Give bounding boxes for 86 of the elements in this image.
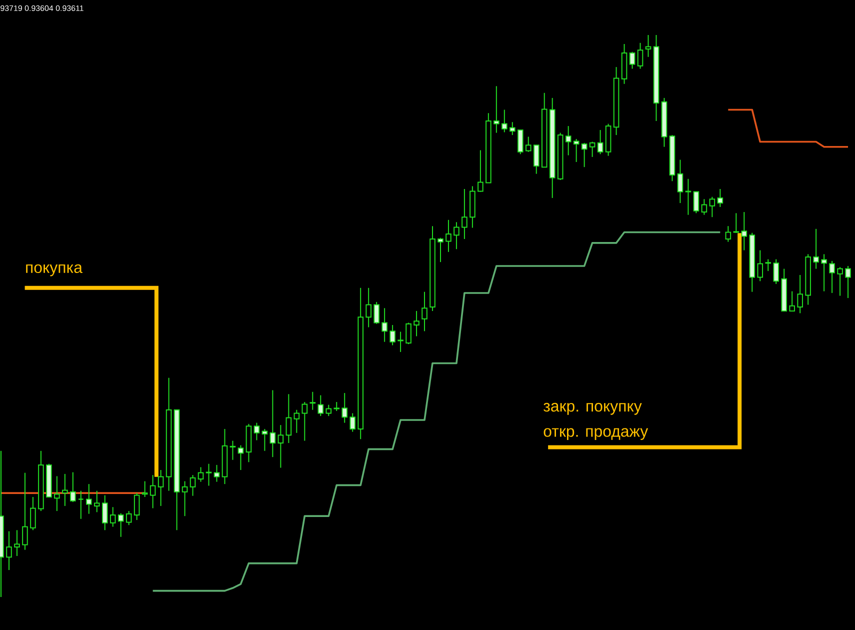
candlestick xyxy=(741,212,748,251)
candlestick xyxy=(733,212,740,234)
candlestick xyxy=(589,141,596,158)
candlestick xyxy=(78,490,84,520)
candlestick xyxy=(270,390,276,458)
candlestick xyxy=(414,310,420,337)
candlestick xyxy=(190,474,196,496)
candlestick xyxy=(342,392,348,424)
candlestick xyxy=(198,466,204,482)
candlestick xyxy=(573,138,580,163)
candlestick xyxy=(326,404,332,417)
candlestick xyxy=(717,188,724,208)
candlestick xyxy=(494,86,500,134)
candlestick xyxy=(454,222,460,250)
candlestick xyxy=(797,274,803,314)
candlestick xyxy=(502,109,508,133)
candlestick xyxy=(158,469,164,506)
candlestick xyxy=(134,492,140,521)
candlestick xyxy=(597,129,604,155)
candlestick xyxy=(54,476,60,512)
candlestick xyxy=(422,291,428,332)
candlestick xyxy=(533,144,540,174)
candlestick xyxy=(150,474,156,509)
candlestick xyxy=(693,191,700,214)
candlestick xyxy=(86,484,92,514)
candlestick xyxy=(438,237,444,263)
candlestick xyxy=(406,322,412,345)
annotation: откр. продажу xyxy=(544,428,648,440)
candlestick xyxy=(126,510,132,526)
candlestick xyxy=(510,122,516,136)
candlestick xyxy=(6,530,12,571)
annotation: покупка xyxy=(26,264,82,276)
candlestick xyxy=(262,428,268,452)
candlestick xyxy=(286,394,292,444)
candlestick xyxy=(118,512,124,538)
candlestick xyxy=(294,409,300,434)
candlestick xyxy=(206,463,212,486)
candlestick xyxy=(757,250,764,282)
candlestick xyxy=(446,219,452,252)
candlestick xyxy=(821,254,827,292)
candlestick xyxy=(182,480,188,517)
candlestick xyxy=(677,159,684,204)
candlestick xyxy=(214,464,220,482)
candlestick xyxy=(789,290,795,312)
candlestick xyxy=(629,51,636,70)
candlestick xyxy=(14,530,20,556)
candlestick xyxy=(462,188,468,240)
candlestick xyxy=(62,473,68,506)
candlestick xyxy=(366,287,372,328)
candlestick xyxy=(110,506,116,528)
candlestick xyxy=(525,136,532,152)
candlestick xyxy=(238,444,244,470)
candlestick xyxy=(318,394,324,417)
candlestick xyxy=(685,178,692,216)
candlestick xyxy=(278,424,284,468)
candlestick xyxy=(518,129,524,155)
candlestick xyxy=(845,265,851,299)
candlestick xyxy=(22,472,28,550)
candlestick xyxy=(302,401,308,442)
candlestick xyxy=(765,258,772,272)
candlestick xyxy=(30,496,36,531)
candlestick xyxy=(310,391,316,410)
candlestick xyxy=(645,34,652,58)
candlestick xyxy=(70,472,76,503)
candlestick xyxy=(142,480,148,498)
candlestick xyxy=(374,301,380,324)
candlestick xyxy=(813,228,819,270)
candlestick xyxy=(254,422,260,441)
candlestick xyxy=(350,412,356,432)
candlestick xyxy=(398,331,404,352)
candlestick xyxy=(230,440,236,460)
candlestick xyxy=(837,266,843,296)
annotation: закр. покупку xyxy=(544,402,642,415)
candlestick xyxy=(102,494,108,531)
candlestick xyxy=(829,260,835,294)
candlestick xyxy=(390,324,396,346)
candlestick xyxy=(565,126,572,156)
candlestick xyxy=(701,198,708,216)
candlestick xyxy=(709,196,716,218)
candlestick xyxy=(773,258,779,284)
candlestick xyxy=(637,42,644,70)
candlestick xyxy=(94,490,100,513)
candlestick xyxy=(725,226,732,242)
candlestick xyxy=(478,150,484,192)
candlestick xyxy=(382,308,388,342)
candlestick xyxy=(581,142,588,168)
